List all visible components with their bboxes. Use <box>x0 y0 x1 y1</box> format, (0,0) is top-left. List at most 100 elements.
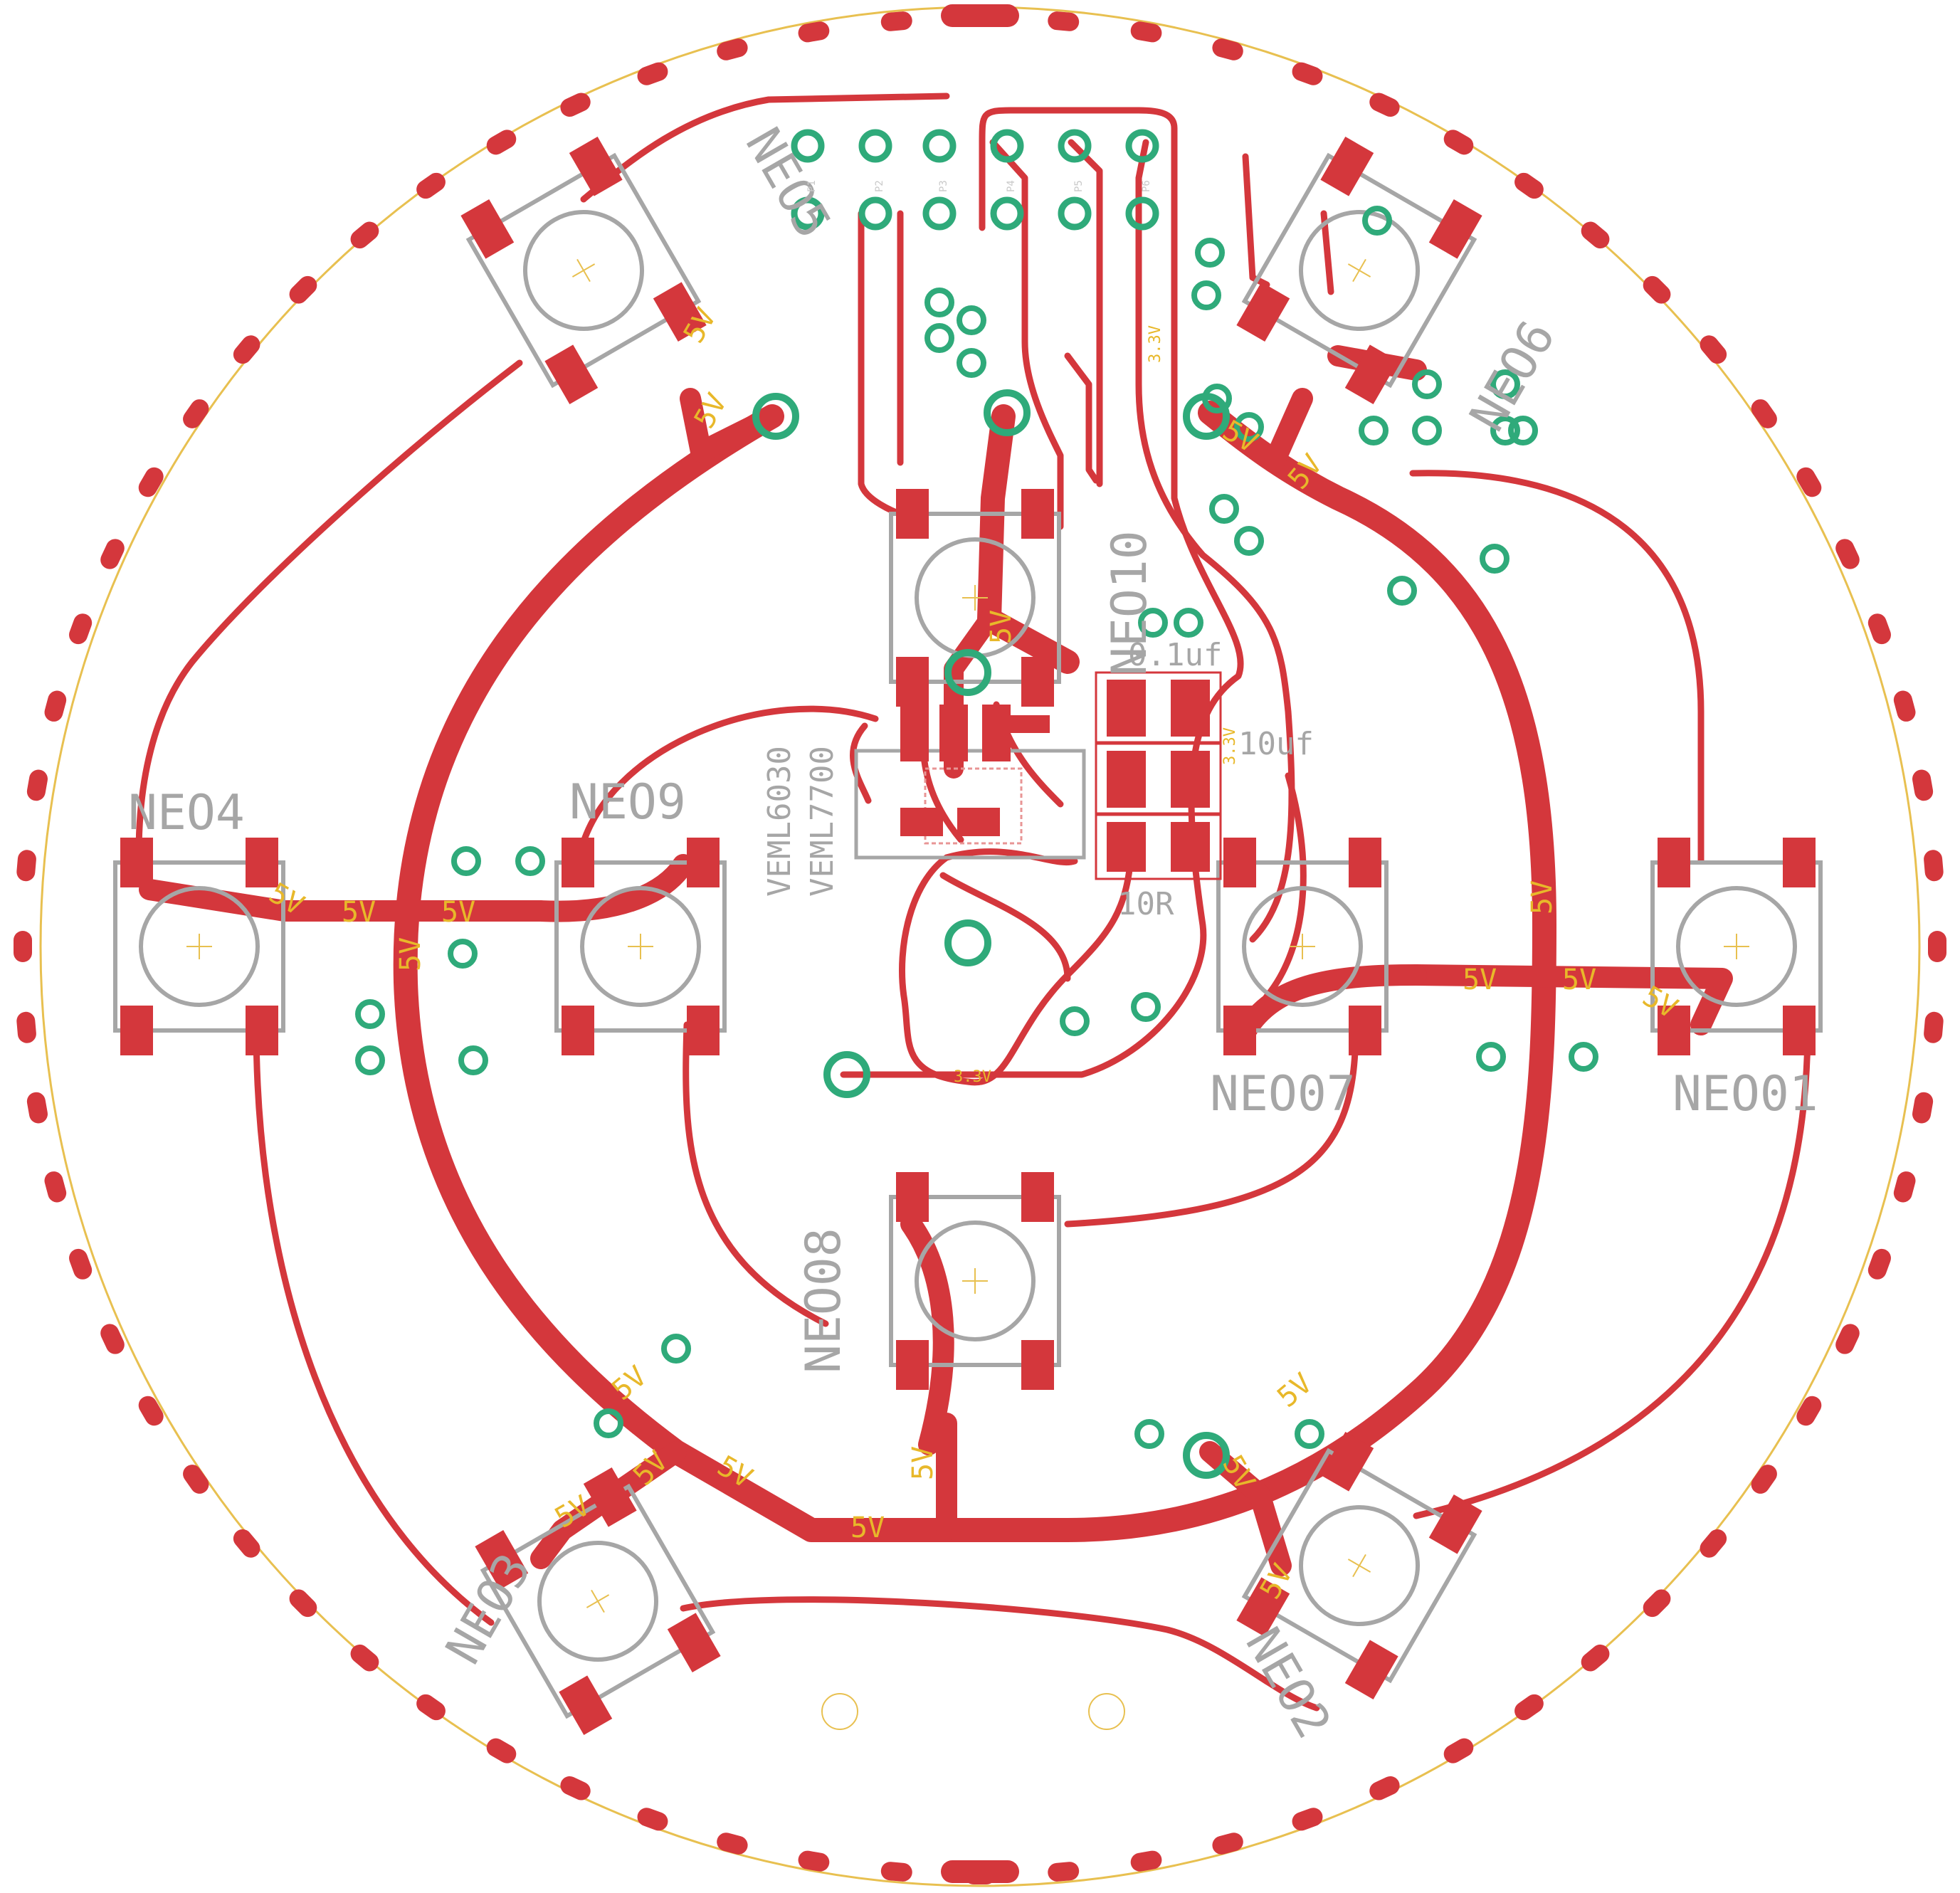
header-pin-label: P6 <box>1141 180 1152 192</box>
edge-pad <box>183 1465 209 1494</box>
net-label-5v: 5V <box>394 937 427 971</box>
header-pin-label: P5 <box>1073 180 1085 192</box>
via <box>448 939 478 969</box>
via <box>1209 494 1239 524</box>
via <box>1412 369 1442 399</box>
edge-pad <box>1369 1776 1400 1800</box>
edge-pad <box>183 399 209 428</box>
header-pin <box>922 129 957 163</box>
edge-pad <box>1514 172 1544 199</box>
edge-pad <box>1796 1396 1822 1426</box>
label-neo03: NEO3 <box>436 1544 542 1673</box>
via-large <box>823 1051 870 1098</box>
edge-pad <box>26 1092 48 1124</box>
led-footprint <box>113 838 285 1055</box>
signal-traces <box>135 93 1811 1712</box>
edge-pad <box>1700 335 1727 364</box>
via <box>1490 416 1520 445</box>
edge-pad <box>1912 1092 1934 1124</box>
power-traces-5v <box>139 345 1733 1576</box>
edge-pad <box>1796 467 1822 497</box>
via-large <box>1183 393 1230 440</box>
via-large <box>944 919 991 966</box>
mounting-hole-right <box>1088 1693 1125 1730</box>
via <box>1191 280 1221 310</box>
label-neo07: NEO07 <box>1210 1066 1356 1122</box>
edge-pad <box>1835 1324 1860 1354</box>
sensor-footprint <box>854 705 1086 860</box>
via <box>1480 544 1509 574</box>
via <box>661 1334 691 1364</box>
net-label-5v: 5V <box>441 896 475 929</box>
via <box>924 323 954 353</box>
via <box>924 288 954 317</box>
header-pin-label: P4 <box>1006 180 1017 192</box>
edge-pad <box>289 275 317 304</box>
edge-pad <box>1643 275 1671 304</box>
edge-pad <box>717 38 748 60</box>
via-large <box>752 393 799 440</box>
edge-pad <box>44 690 67 722</box>
led-footprint <box>460 136 707 405</box>
led-footprint <box>554 838 727 1055</box>
edge-pad <box>486 1738 517 1763</box>
edge-pad <box>350 1644 379 1672</box>
via <box>1362 206 1392 236</box>
edge-pad <box>16 1011 36 1043</box>
header-pin <box>858 196 892 231</box>
via <box>957 348 986 378</box>
net-label-5v: 5V <box>1271 1367 1318 1414</box>
label-neo04: NEO4 <box>128 785 245 841</box>
edge-pad <box>1751 399 1777 428</box>
sensor-label-2: VEML7700 <box>804 746 841 897</box>
edge-pad <box>1581 221 1610 249</box>
label-neo01: NEO01 <box>1672 1066 1818 1122</box>
edge-pad <box>233 335 260 364</box>
label-neo08: NEO08 <box>796 1228 852 1373</box>
net-label-3v3: 3.3V <box>1147 325 1164 363</box>
edge-pad <box>1924 850 1944 882</box>
edge-pad <box>880 1862 912 1882</box>
edge-pad <box>798 1850 830 1872</box>
via-large <box>944 649 991 696</box>
sensor-label-1: VEML6030 <box>762 746 798 897</box>
via <box>1195 238 1225 268</box>
edge-pad <box>416 1694 446 1721</box>
edge-pad <box>1643 1589 1671 1618</box>
edge-pad <box>1443 1738 1474 1763</box>
led-footprint <box>1236 136 1482 405</box>
edge-pad <box>1928 931 1946 962</box>
via <box>594 1408 623 1438</box>
edge-pad <box>1893 1171 1916 1203</box>
edge-pad <box>138 1396 164 1426</box>
edge-pad <box>560 93 591 117</box>
edge-pad <box>350 221 379 249</box>
edge-pad <box>1443 130 1474 155</box>
edge-pad <box>637 62 668 85</box>
label-neo02: NEO2 <box>1235 1618 1342 1747</box>
edge-pad <box>416 172 446 199</box>
edge-pad <box>100 1324 125 1354</box>
net-label-5v: 5V <box>342 896 376 929</box>
resistor-label: 10R <box>1117 886 1174 922</box>
header-pin-labels: P1 P2 P3 P4 P5 P6 <box>806 180 1152 192</box>
via <box>1134 1419 1164 1449</box>
edge-pad <box>560 1776 591 1800</box>
led-footprint <box>1236 1431 1482 1700</box>
edge-pad <box>1048 1862 1080 1882</box>
header-pin-label: P1 <box>806 180 818 192</box>
cap-large-label: 10uf <box>1238 726 1314 762</box>
net-label-5v: 5V <box>850 1512 885 1544</box>
via <box>515 846 545 876</box>
header-pin <box>990 129 1024 163</box>
edge-pad <box>1893 690 1916 722</box>
edge-pad <box>486 130 517 155</box>
edge-pad <box>1212 1833 1243 1855</box>
edge-pad <box>1292 62 1323 85</box>
label-neo10: NEO10 <box>1102 530 1158 676</box>
header-pin-label: P3 <box>938 180 949 192</box>
edge-pad <box>1212 38 1243 60</box>
edge-pad <box>1835 539 1860 569</box>
net-label-3v3: 3.3V <box>1221 727 1239 765</box>
